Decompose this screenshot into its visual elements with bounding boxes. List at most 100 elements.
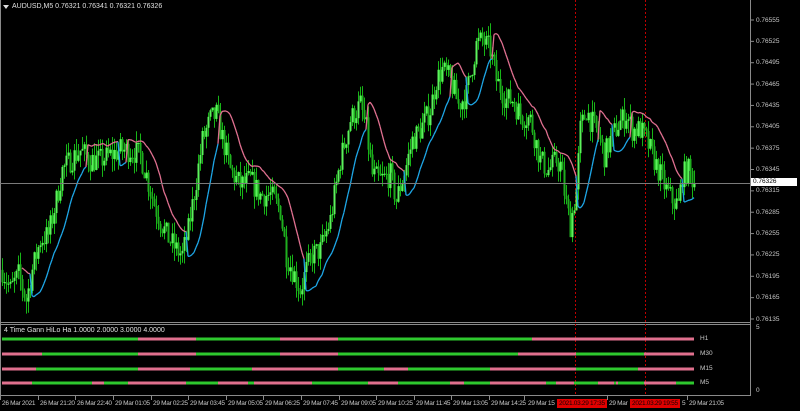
candle-bear [377,166,380,174]
candle-bull [105,147,108,161]
candle-bull [17,264,20,271]
gann-down-segment [391,160,395,163]
candle-bull [435,90,438,100]
candle-bear [93,154,96,170]
gann-up-segment [427,141,431,147]
gann-up-segment [323,262,327,270]
candle-bear [285,236,288,268]
gann-up-segment [465,77,469,104]
candle-bear [685,161,688,184]
gann-up-segment [83,166,87,170]
gann-down-segment [605,117,609,121]
candle-bear [323,234,326,237]
candle-bull [15,270,18,278]
indicator-segment-down [2,367,36,371]
gann-down-segment [25,270,29,274]
gann-down-segment [251,165,255,168]
candle-bear [379,173,382,176]
gann-up-segment [689,198,693,201]
candle-bull [659,164,662,181]
price-label: 0.76465 [756,80,780,88]
gann-down-segment [269,178,273,181]
marker-time-label: 2021.03.29 17:35 [557,399,607,408]
gann-down-segment [523,94,527,99]
candle-bull [123,149,126,152]
candle-bull [539,155,542,163]
gann-down-segment [463,73,467,78]
gann-up-segment [123,161,127,165]
gann-down-segment [109,142,113,146]
candle-bear [667,184,670,189]
gann-up-segment [407,192,411,196]
candle-bull [683,161,686,188]
gann-up-segment [685,199,689,203]
candle-bull [405,165,408,176]
candle-bull [313,245,316,264]
candle-bear [141,152,144,174]
candle-bull [341,142,344,170]
chart-frame [0,0,751,396]
candle-bull [197,163,200,191]
gann-down-segment [383,141,387,149]
candle-bear [417,126,420,129]
price-label: 0.76255 [756,230,780,238]
candle-bear [499,79,502,93]
candle-bull [255,179,258,197]
collapse-triangle-icon[interactable] [3,5,9,9]
candle-bull [65,155,68,166]
gann-up-segment [411,187,415,191]
price-label: 0.76435 [756,101,780,109]
candle-bear [639,121,642,138]
candle-bear [509,89,512,104]
candle-bull [241,176,244,188]
candle-bull [179,253,182,256]
candle-bear [387,173,390,189]
candle-bear [287,267,290,272]
gann-down-segment [277,184,281,188]
gann-up-segment [41,283,45,289]
gann-down-segment [505,54,509,61]
gann-down-segment [279,186,283,189]
candle-bull [627,119,630,121]
indicator-segment-up [338,337,532,341]
gann-down-segment [151,154,155,159]
gann-down-segment [457,62,461,67]
candle-bear [257,179,260,200]
candle-bull [37,247,40,259]
candle-bear [657,159,660,181]
marker-time-label: 2021.03.29 19:55 [630,399,680,408]
gann-down-segment [539,118,543,125]
candle-bear [395,199,398,202]
gann-down-segment [667,148,671,155]
gann-up-segment [47,264,51,273]
gann-down-segment [371,104,375,110]
candle-bull [49,215,52,235]
gann-up-segment [31,295,35,298]
indicator-segment-down [638,367,694,371]
gann-down-segment [293,220,297,229]
gann-up-segment [199,226,203,237]
gann-down-segment [631,110,635,114]
candle-bull [383,173,386,175]
candle-bull [71,170,74,173]
indicator-segment-up [104,381,128,385]
gann-down-segment [509,66,513,73]
candle-bear [501,92,504,104]
candle-bear [531,114,534,133]
candle-bear [651,139,654,147]
indicator-segment-down [218,381,248,385]
candle-bear [217,104,220,112]
gann-up-segment [419,163,423,170]
candle-bear [5,282,8,285]
gann-down-segment [535,110,539,115]
candle-bear [557,163,560,172]
indicator-segment-down [138,352,196,356]
candle-bear [283,228,286,237]
candle-bear [565,195,568,200]
candle-bear [543,151,546,174]
gann-up-segment [625,139,629,144]
indicator-segment-down [598,381,614,385]
gann-down-segment [601,111,605,115]
candle-bull [63,165,66,167]
